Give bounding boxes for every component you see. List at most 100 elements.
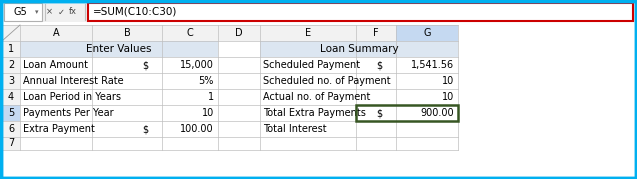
FancyBboxPatch shape [260, 25, 356, 41]
Text: 10: 10 [441, 76, 454, 86]
FancyBboxPatch shape [92, 121, 162, 137]
Text: 1: 1 [208, 92, 214, 102]
FancyBboxPatch shape [218, 105, 260, 121]
Text: Loan Amount: Loan Amount [23, 60, 88, 70]
FancyBboxPatch shape [162, 41, 218, 57]
FancyBboxPatch shape [2, 121, 20, 137]
Text: Payments Per Year: Payments Per Year [23, 108, 113, 118]
FancyBboxPatch shape [218, 25, 260, 41]
Text: ×: × [45, 8, 52, 16]
Text: 10: 10 [441, 92, 454, 102]
FancyBboxPatch shape [356, 57, 396, 73]
FancyBboxPatch shape [356, 137, 396, 150]
FancyBboxPatch shape [356, 89, 396, 105]
FancyBboxPatch shape [218, 137, 260, 150]
FancyBboxPatch shape [2, 57, 20, 73]
FancyBboxPatch shape [396, 73, 458, 89]
Text: =SUM(C10:C30): =SUM(C10:C30) [93, 7, 177, 17]
Text: 7: 7 [8, 139, 14, 149]
FancyBboxPatch shape [162, 105, 218, 121]
Text: 1,541.56: 1,541.56 [411, 60, 454, 70]
Text: 100.00: 100.00 [180, 124, 214, 134]
FancyBboxPatch shape [92, 105, 162, 121]
FancyBboxPatch shape [2, 105, 20, 121]
FancyBboxPatch shape [20, 25, 92, 41]
Text: ▾: ▾ [35, 9, 39, 15]
FancyBboxPatch shape [396, 41, 458, 57]
FancyBboxPatch shape [2, 2, 635, 22]
FancyBboxPatch shape [92, 57, 162, 73]
Text: 900.00: 900.00 [420, 108, 454, 118]
Text: fx: fx [69, 8, 77, 16]
FancyBboxPatch shape [396, 25, 458, 41]
Text: $: $ [376, 60, 382, 70]
Text: B: B [124, 28, 131, 38]
FancyBboxPatch shape [92, 89, 162, 105]
Text: 3: 3 [8, 76, 14, 86]
FancyBboxPatch shape [4, 3, 42, 21]
FancyBboxPatch shape [260, 105, 356, 121]
Text: 15,000: 15,000 [180, 60, 214, 70]
Text: Actual no. of Payment: Actual no. of Payment [263, 92, 370, 102]
FancyBboxPatch shape [260, 41, 356, 57]
Text: 5%: 5% [199, 76, 214, 86]
Text: Scheduled no. of Payment: Scheduled no. of Payment [263, 76, 390, 86]
FancyBboxPatch shape [260, 73, 356, 89]
FancyBboxPatch shape [260, 41, 458, 57]
FancyBboxPatch shape [20, 137, 92, 150]
FancyBboxPatch shape [20, 41, 92, 57]
FancyBboxPatch shape [356, 25, 396, 41]
FancyBboxPatch shape [218, 41, 260, 57]
Text: $: $ [376, 108, 382, 118]
FancyBboxPatch shape [396, 137, 458, 150]
FancyBboxPatch shape [92, 137, 162, 150]
FancyBboxPatch shape [162, 137, 218, 150]
FancyBboxPatch shape [260, 137, 356, 150]
FancyBboxPatch shape [2, 89, 20, 105]
Text: Scheduled Payment: Scheduled Payment [263, 60, 360, 70]
FancyBboxPatch shape [396, 121, 458, 137]
Text: D: D [235, 28, 243, 38]
Text: A: A [53, 28, 59, 38]
FancyBboxPatch shape [20, 57, 92, 73]
Text: Total Interest: Total Interest [263, 124, 327, 134]
Text: Total Extra Payments: Total Extra Payments [263, 108, 366, 118]
FancyBboxPatch shape [218, 121, 260, 137]
FancyBboxPatch shape [356, 73, 396, 89]
FancyBboxPatch shape [20, 105, 92, 121]
FancyBboxPatch shape [92, 73, 162, 89]
Text: ✓: ✓ [57, 8, 64, 16]
FancyBboxPatch shape [356, 41, 396, 57]
FancyBboxPatch shape [88, 3, 633, 21]
Text: G: G [423, 28, 431, 38]
Text: 6: 6 [8, 124, 14, 134]
FancyBboxPatch shape [260, 89, 356, 105]
Text: G5: G5 [13, 7, 27, 17]
Text: 10: 10 [202, 108, 214, 118]
FancyBboxPatch shape [2, 25, 20, 41]
FancyBboxPatch shape [162, 25, 218, 41]
Text: C: C [187, 28, 194, 38]
Text: $: $ [142, 124, 148, 134]
Text: 1: 1 [8, 44, 14, 54]
FancyBboxPatch shape [396, 89, 458, 105]
FancyBboxPatch shape [260, 57, 356, 73]
FancyBboxPatch shape [356, 105, 396, 121]
Text: 2: 2 [8, 60, 14, 70]
FancyBboxPatch shape [162, 121, 218, 137]
Text: 4: 4 [8, 92, 14, 102]
Text: Loan Period in Years: Loan Period in Years [23, 92, 121, 102]
FancyBboxPatch shape [2, 41, 20, 57]
FancyBboxPatch shape [218, 57, 260, 73]
FancyBboxPatch shape [162, 73, 218, 89]
FancyBboxPatch shape [2, 73, 20, 89]
Text: $: $ [142, 60, 148, 70]
FancyBboxPatch shape [218, 73, 260, 89]
FancyBboxPatch shape [396, 57, 458, 73]
Text: Annual Interest Rate: Annual Interest Rate [23, 76, 124, 86]
FancyBboxPatch shape [92, 25, 162, 41]
Text: 5: 5 [8, 108, 14, 118]
FancyBboxPatch shape [218, 89, 260, 105]
FancyBboxPatch shape [162, 89, 218, 105]
FancyBboxPatch shape [92, 41, 162, 57]
